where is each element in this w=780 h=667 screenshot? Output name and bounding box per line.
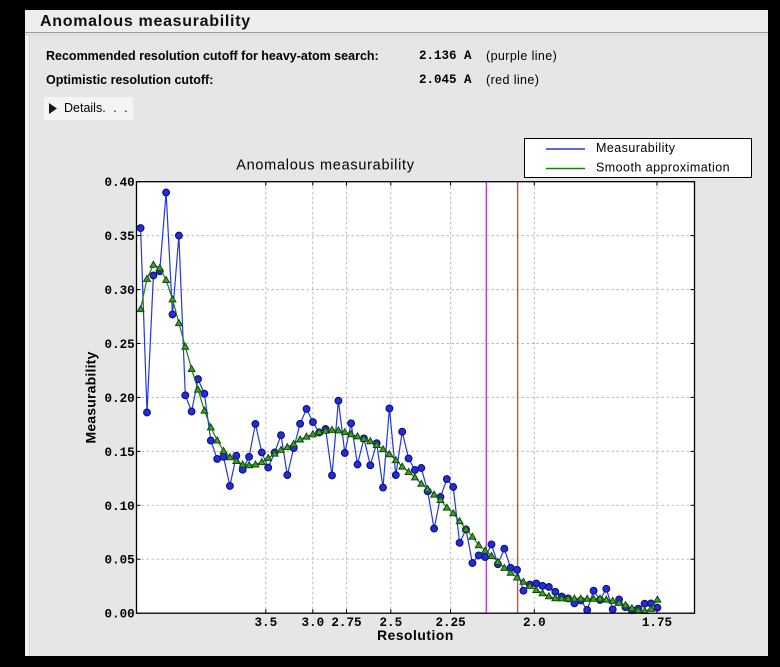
svg-text:Smooth approximation: Smooth approximation [596,161,730,175]
svg-text:Resolution: Resolution [377,628,454,643]
svg-text:3.0: 3.0 [301,616,324,630]
svg-text:0.00: 0.00 [104,608,134,622]
svg-text:0.10: 0.10 [104,500,134,514]
svg-text:2.0: 2.0 [523,616,546,630]
svg-text:3.5: 3.5 [254,616,277,630]
svg-text:Measurability: Measurability [596,141,676,155]
svg-text:Measurability: Measurability [83,351,99,443]
svg-text:0.40: 0.40 [104,176,134,190]
svg-text:2.75: 2.75 [331,616,361,630]
svg-text:2.5: 2.5 [379,616,402,630]
svg-text:0.15: 0.15 [104,446,134,460]
svg-text:0.35: 0.35 [104,230,134,244]
svg-text:1.75: 1.75 [642,616,672,630]
svg-text:0.25: 0.25 [104,338,134,352]
svg-text:Anomalous measurability: Anomalous measurability [236,158,415,174]
svg-text:0.30: 0.30 [104,284,134,298]
svg-text:0.20: 0.20 [104,392,134,406]
svg-text:0.05: 0.05 [104,554,134,568]
svg-text:2.25: 2.25 [435,616,465,630]
